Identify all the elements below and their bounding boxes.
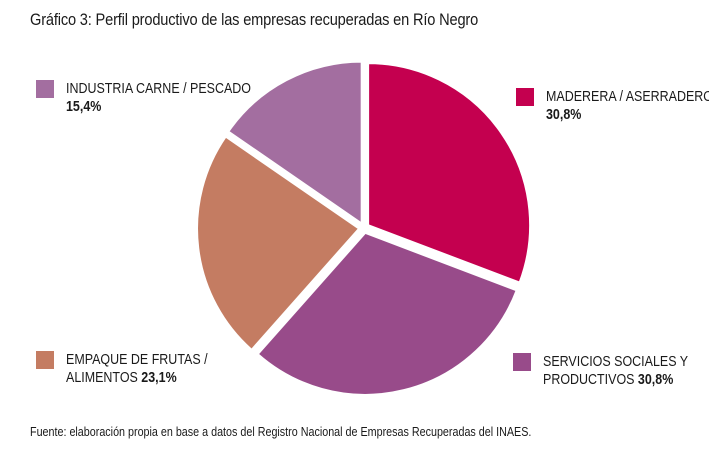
pie-slice-industria (226, 60, 363, 226)
chart-title: Gráfico 3: Perfil productivo de las empr… (30, 10, 479, 29)
legend-name-empaque-line1: EMPAQUE DE FRUTAS / (66, 352, 208, 368)
legend-name-industria: INDUSTRIA CARNE / PESCADO (66, 81, 252, 97)
legend-swatch-maderera (516, 88, 534, 106)
legend-item-empaque: EMPAQUE DE FRUTAS / ALIMENTOS 23,1% (36, 351, 231, 387)
legend-value-industria: 15,4% (66, 99, 102, 115)
legend-swatch-empaque (36, 351, 54, 369)
legend-swatch-industria (36, 80, 54, 98)
legend-item-industria: INDUSTRIA CARNE / PESCADO 15,4% (36, 80, 281, 116)
legend-name-maderera: MADERERA / ASERRADERO (546, 89, 709, 105)
legend-value-empaque: 23,1% (141, 370, 177, 386)
pie-slice-maderera (367, 62, 532, 284)
legend-swatch-servicios (513, 353, 531, 371)
legend-name-servicios-line1: SERVICIOS SOCIALES Y (543, 354, 689, 370)
legend-item-servicios: SERVICIOS SOCIALES Y PRODUCTIVOS 30,8% (513, 353, 709, 389)
source-note: Fuente: elaboración propia en base a dat… (30, 425, 532, 439)
legend-label-empaque: EMPAQUE DE FRUTAS / ALIMENTOS 23,1% (66, 351, 208, 387)
legend-value-servicios: 30,8% (637, 372, 674, 388)
pie-slice-empaque (196, 135, 361, 352)
legend-name-empaque-line2: ALIMENTOS (66, 370, 138, 386)
legend-name-servicios-line2: PRODUCTIVOS (543, 372, 635, 388)
legend-label-maderera: MADERERA / ASERRADERO 30,8% (546, 88, 709, 124)
pie-slice-servicios (256, 231, 518, 396)
legend-label-industria: INDUSTRIA CARNE / PESCADO 15,4% (66, 80, 251, 116)
legend-value-maderera: 30,8% (546, 107, 582, 123)
legend-item-maderera: MADERERA / ASERRADERO 30,8% (516, 88, 709, 124)
legend-label-servicios: SERVICIOS SOCIALES Y PRODUCTIVOS 30,8% (543, 353, 688, 389)
